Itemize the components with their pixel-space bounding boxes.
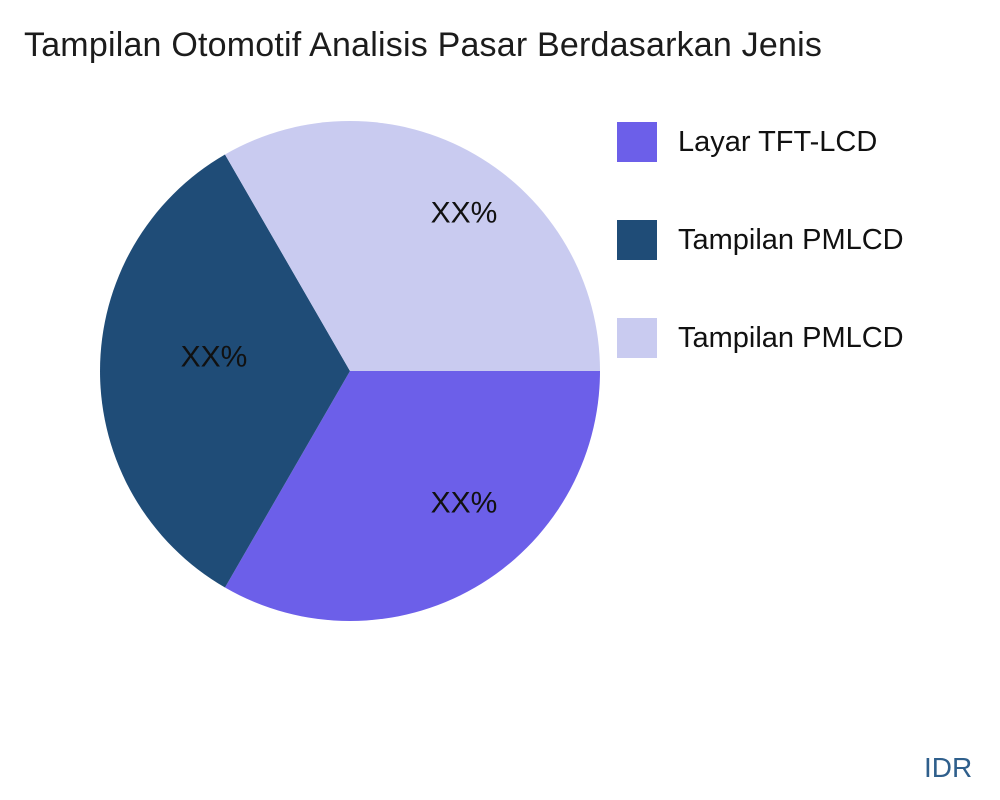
legend-label: Tampilan PMLCD: [678, 321, 904, 354]
legend-item-tampilan-pmlcd-2[interactable]: Tampilan PMLCD: [617, 318, 904, 358]
legend-item-tampilan-pmlcd-1[interactable]: Tampilan PMLCD: [617, 220, 904, 260]
legend-label: Tampilan PMLCD: [678, 223, 904, 256]
currency-watermark: IDR: [924, 752, 973, 783]
pie-slice-1[interactable]: [225, 371, 600, 621]
legend-swatch-icon: [617, 220, 657, 260]
pie-slice-3[interactable]: [225, 121, 600, 371]
pie-slice-value-label: XX%: [431, 487, 498, 520]
legend: Layar TFT-LCD Tampilan PMLCD Tampilan PM…: [617, 122, 904, 416]
legend-label: Layar TFT-LCD: [678, 125, 878, 158]
pie-slice-value-label: XX%: [181, 341, 248, 374]
legend-item-layar-tft-lcd[interactable]: Layar TFT-LCD: [617, 122, 904, 162]
pie-slice-value-label: XX%: [431, 197, 498, 230]
legend-swatch-icon: [617, 122, 657, 162]
pie-slice-2[interactable]: [100, 154, 350, 588]
legend-swatch-icon: [617, 318, 657, 358]
chart-title: Tampilan Otomotif Analisis Pasar Berdasa…: [24, 26, 823, 64]
